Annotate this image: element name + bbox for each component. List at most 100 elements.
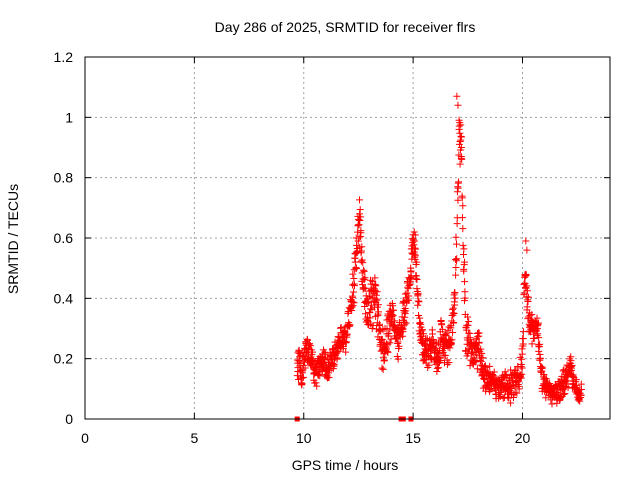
data-point (379, 353, 387, 361)
data-point (414, 301, 422, 309)
data-point (475, 329, 483, 337)
data-point (537, 363, 545, 371)
x-tick-label: 20 (515, 430, 531, 446)
data-point (346, 321, 354, 329)
data-point (515, 382, 523, 390)
data-point (298, 369, 306, 377)
data-point (441, 351, 449, 359)
data-point (524, 293, 532, 301)
data-point (452, 233, 460, 241)
data-point (352, 234, 360, 242)
data-point (301, 364, 309, 372)
data-point (567, 357, 575, 365)
data-point (451, 294, 459, 302)
data-point (490, 368, 498, 376)
data-point (568, 361, 576, 369)
data-point (444, 327, 452, 335)
data-point (451, 301, 459, 309)
data-point (459, 225, 467, 233)
data-point (295, 346, 303, 354)
data-point (427, 354, 435, 362)
data-point (456, 160, 464, 168)
data-point (379, 365, 387, 373)
y-tick-label: 0.8 (54, 170, 74, 186)
data-point (517, 374, 525, 382)
data-point (454, 196, 462, 204)
data-point (333, 354, 341, 362)
data-point (576, 397, 584, 405)
data-point (357, 257, 365, 265)
data-point (459, 202, 467, 210)
data-point (563, 380, 571, 388)
data-point (577, 385, 585, 393)
data-point (453, 92, 461, 100)
data-point (452, 256, 460, 264)
data-point (372, 291, 380, 299)
data-point (343, 331, 351, 339)
data-point (401, 321, 409, 329)
data-point (510, 390, 518, 398)
data-point (356, 206, 364, 214)
data-point (536, 340, 544, 348)
data-point (349, 270, 357, 278)
data-point (411, 244, 419, 252)
data-point (450, 310, 458, 318)
data-point (358, 281, 366, 289)
data-point (472, 351, 480, 359)
data-point (371, 281, 379, 289)
data-point (523, 246, 531, 254)
data-point (321, 350, 329, 358)
data-point (306, 342, 314, 350)
data-point (457, 121, 465, 129)
y-tick-label: 0 (65, 411, 73, 427)
data-point (378, 335, 386, 343)
data-point (360, 266, 368, 274)
data-point (337, 324, 345, 332)
data-point (459, 241, 467, 249)
data-point (350, 288, 358, 296)
data-point (518, 370, 526, 378)
data-point (471, 358, 479, 366)
data-point (454, 101, 462, 109)
data-point (466, 362, 474, 370)
data-point (407, 273, 415, 281)
data-point (363, 299, 371, 307)
data-point (461, 288, 469, 296)
data-point (415, 298, 423, 306)
data-point (436, 353, 444, 361)
data-point (386, 339, 394, 347)
data-point (299, 373, 307, 381)
axis-ticks: 0 0.2 0.4 0.6 0.8 1 1.2 0 5 10 15 20 (54, 49, 610, 446)
data-point (496, 392, 504, 400)
data-point (461, 278, 469, 286)
data-point (402, 307, 410, 315)
y-tick-label: 0.6 (54, 230, 74, 246)
data-point (522, 272, 530, 280)
data-point (523, 287, 531, 295)
data-point (460, 267, 468, 275)
data-point (353, 241, 361, 249)
data-point (414, 289, 422, 297)
y-tick-label: 1.2 (54, 49, 74, 65)
data-point (375, 308, 383, 316)
data-point (473, 344, 481, 352)
data-point (410, 241, 418, 249)
data-point (457, 133, 465, 141)
data-point (433, 364, 441, 372)
data-point (364, 298, 372, 306)
data-point (441, 330, 449, 338)
data-point (380, 356, 388, 364)
data-point (460, 245, 468, 253)
data-point (486, 362, 494, 370)
data-point (404, 285, 412, 293)
data-point (356, 216, 364, 224)
data-point (461, 294, 469, 302)
data-point (477, 345, 485, 353)
data-point (416, 319, 424, 327)
data-point (536, 354, 544, 362)
data-point (464, 313, 472, 321)
data-point (305, 341, 313, 349)
data-point (368, 294, 376, 302)
data-point (447, 324, 455, 332)
data-point (461, 258, 469, 266)
